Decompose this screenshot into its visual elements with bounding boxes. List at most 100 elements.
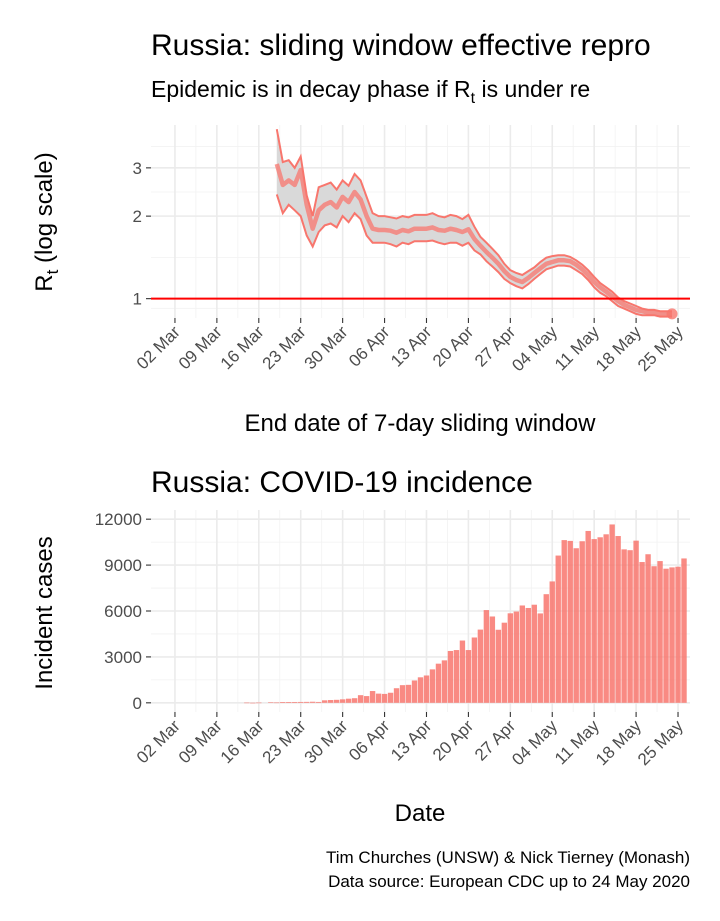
incidence-bar (369, 691, 376, 703)
incidence-bar (597, 537, 603, 703)
incidence-bar (244, 702, 250, 704)
incidence-bar (411, 680, 418, 703)
caption-authors: Tim Churches (UNSW) & Nick Tierney (Mona… (326, 848, 690, 867)
incidence-bar (345, 698, 352, 703)
incidence-bar (298, 701, 304, 703)
incidence-bar (561, 540, 567, 703)
rt-x-tick-label: 20 Apr (429, 322, 477, 370)
rt-x-tick-label: 06 Apr (345, 322, 393, 370)
incidence-bar (375, 693, 382, 703)
incidence-bar (537, 613, 543, 703)
rt-x-tick-label: 09 Mar (175, 322, 226, 373)
incidence-bar (435, 663, 442, 703)
incidence-bar (657, 561, 663, 703)
incidence-bar (423, 675, 430, 703)
incidence-bar (351, 698, 358, 703)
incidence-bar (579, 541, 585, 703)
incidence-bar (525, 607, 531, 703)
rt-x-axis-title: End date of 7-day sliding window (245, 410, 597, 437)
incidence-bar (465, 650, 472, 703)
rt-x-tick-label: 25 May (634, 322, 687, 375)
incidence-bar (681, 558, 687, 703)
caption-data-source: Data source: European CDC up to 24 May 2… (328, 872, 690, 891)
incidence-bar (405, 684, 412, 703)
incidence-bar (399, 685, 406, 703)
inc-y-tick-label: 9000 (104, 556, 142, 575)
incidence-bar (609, 524, 615, 703)
rt-series (151, 129, 690, 320)
incidence-bar (310, 701, 316, 703)
incidence-x-axis-title: Date (395, 800, 446, 827)
rt-chart-subtitle: Epidemic is in decay phase if Rt is unde… (151, 76, 590, 107)
incidence-bar (639, 562, 645, 703)
incidence-bar (471, 637, 478, 703)
incidence-bar (250, 702, 256, 704)
inc-x-tick-label: 23 Mar (259, 716, 310, 767)
rt-ribbon-area (276, 129, 673, 317)
incidence-bar (387, 692, 394, 703)
incidence-bar (633, 540, 639, 703)
incidence-bar (591, 539, 597, 703)
incidence-bars (244, 524, 687, 704)
incidence-bar (621, 549, 627, 703)
incidence-bar (627, 550, 633, 703)
rt-y-axis-title: Rt (log scale) (31, 152, 62, 291)
incidence-bar (543, 594, 549, 703)
rt-x-tick-label: 18 May (592, 322, 645, 375)
incidence-bar (603, 534, 609, 703)
incidence-bar (501, 622, 508, 703)
incidence-bar (669, 567, 675, 703)
incidence-bar (489, 616, 496, 703)
incidence-bar (519, 605, 526, 703)
incidence-bar (549, 581, 555, 703)
inc-x-tick-label: 25 May (634, 716, 687, 769)
incidence-bar (663, 568, 669, 703)
inc-x-tick-label: 09 Mar (175, 716, 226, 767)
incidence-bar (567, 540, 573, 703)
rt-y-tick-label: 2 (133, 207, 142, 226)
inc-y-tick-label: 3000 (104, 648, 142, 667)
incidence-bar (280, 702, 286, 703)
rt-chart-title: Russia: sliding window effective repro (151, 29, 651, 62)
incidence-bar (453, 650, 460, 703)
rt-last-point (666, 308, 678, 320)
inc-x-tick-label: 18 May (592, 716, 645, 769)
incidence-bar (651, 566, 657, 703)
incidence-bar (256, 702, 262, 704)
inc-y-tick-label: 12000 (95, 510, 142, 529)
incidence-bar (495, 629, 502, 703)
rt-x-tick-label: 02 Mar (133, 322, 184, 373)
inc-x-tick-label: 02 Mar (133, 716, 184, 767)
incidence-y-axis-title: Incident cases (31, 536, 58, 689)
incidence-chart-title: Russia: COVID-19 incidence (151, 466, 533, 499)
rt-upper-line (275, 129, 672, 313)
incidence-bar (286, 702, 292, 703)
incidence-bar (315, 701, 322, 703)
rt-confidence-ribbon (276, 129, 673, 317)
inc-x-tick-label: 16 Mar (217, 716, 268, 767)
inc-x-tick-label: 20 Apr (429, 716, 477, 764)
rt-x-tick-label: 16 Mar (217, 322, 268, 373)
inc-x-tick-label: 04 May (508, 716, 561, 769)
incidence-chart: Russia: COVID-19 incidence 0 3000 6000 9000… (31, 466, 690, 827)
rt-x-tick-label: 13 Apr (387, 322, 435, 370)
incidence-bar (381, 693, 388, 703)
rt-x-tick-label: 23 Mar (259, 322, 310, 373)
inc-y-tick-label: 0 (133, 694, 142, 713)
rt-mean-line (274, 163, 672, 317)
incidence-bar (459, 640, 466, 703)
incidence-bar (357, 695, 364, 703)
incidence-bar (477, 629, 484, 703)
rt-x-tick-label: 04 May (508, 322, 561, 375)
incidence-bar (645, 554, 651, 703)
incidence-bar (585, 530, 591, 703)
incidence-bar (363, 696, 370, 703)
incidence-bar (327, 700, 334, 703)
inc-x-tick-label: 06 Apr (345, 716, 393, 764)
rt-y-axis: 1 2 3 (133, 159, 151, 309)
rt-chart: Russia: sliding window effective repro E… (31, 29, 690, 437)
incidence-bar (555, 555, 561, 703)
